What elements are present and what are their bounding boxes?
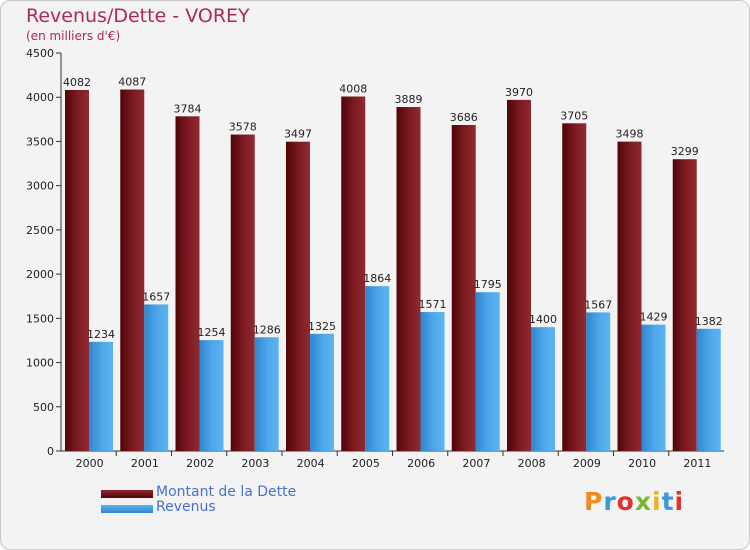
legend-label-revenus: Revenus: [156, 499, 216, 515]
legend-label-dette: Montant de la Dette: [156, 484, 297, 500]
data-label-revenus: 1234: [87, 328, 115, 341]
x-tick-label: 2005: [352, 457, 380, 470]
data-label-dette: 3686: [450, 111, 478, 124]
proxiti-logo[interactable]: Proxiti: [584, 487, 684, 516]
data-label-revenus: 1795: [474, 278, 502, 291]
bar-revenus: [144, 304, 169, 451]
x-tick-label: 2007: [462, 457, 490, 470]
data-label-revenus: 1864: [363, 272, 391, 285]
logo-letter: i: [674, 487, 685, 516]
data-label-dette: 3889: [395, 93, 423, 106]
x-tick-label: 2002: [186, 457, 214, 470]
data-label-dette: 4082: [63, 76, 91, 89]
x-tick-label: 2006: [407, 457, 435, 470]
x-tick-label: 2001: [131, 457, 159, 470]
y-tick-label: 1500: [26, 312, 54, 325]
bar-dette: [507, 99, 531, 452]
logo-letter: i: [652, 487, 662, 516]
y-tick-label: 3500: [26, 135, 54, 148]
bar-dette: [230, 134, 255, 451]
data-label-dette: 3498: [616, 128, 644, 141]
bar-revenus: [254, 337, 279, 451]
bar-revenus: [696, 328, 721, 451]
bar-dette: [396, 107, 421, 452]
bar-revenus: [475, 292, 500, 451]
data-label-dette: 3578: [229, 121, 257, 134]
data-label-revenus: 1400: [529, 313, 557, 326]
data-label-dette: 3784: [174, 102, 202, 115]
y-tick-label: 4500: [26, 47, 54, 60]
bar-dette: [286, 141, 310, 451]
bar-dette: [120, 89, 145, 451]
data-label-revenus: 1286: [253, 323, 281, 336]
bar-revenus: [199, 340, 224, 451]
bar-dette: [341, 96, 366, 452]
data-label-revenus: 1567: [584, 298, 612, 311]
logo-letter: x: [634, 487, 652, 516]
logo-letter: P: [584, 487, 604, 516]
bar-revenus: [641, 324, 666, 451]
x-tick-label: 2011: [683, 457, 711, 470]
chart-subtitle: (en milliers d'€): [26, 29, 121, 43]
x-tick-label: 2000: [76, 457, 104, 470]
y-tick-label: 2000: [26, 268, 54, 281]
y-tick-label: 0: [47, 445, 54, 458]
legend-swatch-dette: [101, 490, 153, 498]
data-label-revenus: 1571: [419, 298, 447, 311]
data-label-dette: 3705: [560, 109, 588, 122]
bar-revenus: [310, 333, 334, 451]
legend-swatch-revenus: [101, 505, 153, 513]
y-tick-label: 3000: [26, 180, 54, 193]
logo-letter: r: [603, 487, 617, 516]
bar-dette: [617, 141, 642, 451]
bar-dette: [65, 89, 89, 451]
bar-revenus: [531, 327, 555, 451]
x-tick-label: 2004: [297, 457, 325, 470]
y-tick-label: 2500: [26, 224, 54, 237]
x-tick-label: 2003: [241, 457, 269, 470]
bar-revenus: [89, 341, 113, 451]
logo-letter: t: [661, 487, 675, 516]
y-tick-label: 500: [33, 401, 54, 414]
bar-revenus: [365, 286, 390, 451]
data-label-dette: 3970: [505, 86, 533, 99]
y-tick-label: 1000: [26, 357, 54, 370]
x-tick-label: 2009: [573, 457, 601, 470]
y-tick-label: 4000: [26, 91, 54, 104]
logo-letter: o: [616, 487, 635, 516]
data-label-revenus: 1382: [695, 315, 723, 328]
x-tick-label: 2010: [628, 457, 656, 470]
bar-dette: [451, 124, 476, 451]
data-label-revenus: 1325: [308, 320, 336, 333]
data-label-revenus: 1429: [640, 311, 668, 324]
data-label-revenus: 1254: [198, 326, 226, 339]
data-label-dette: 4008: [339, 83, 367, 96]
bar-revenus: [420, 312, 445, 451]
data-label-dette: 4087: [118, 76, 146, 89]
chart-title: Revenus/Dette - VOREY: [26, 5, 250, 27]
data-label-revenus: 1657: [142, 290, 170, 303]
bar-dette: [175, 116, 200, 451]
bar-revenus: [586, 312, 611, 451]
bar-dette: [672, 159, 697, 451]
data-label-dette: 3299: [671, 145, 699, 158]
x-tick-label: 2008: [518, 457, 546, 470]
bar-dette: [562, 123, 587, 452]
data-label-dette: 3497: [284, 128, 312, 141]
